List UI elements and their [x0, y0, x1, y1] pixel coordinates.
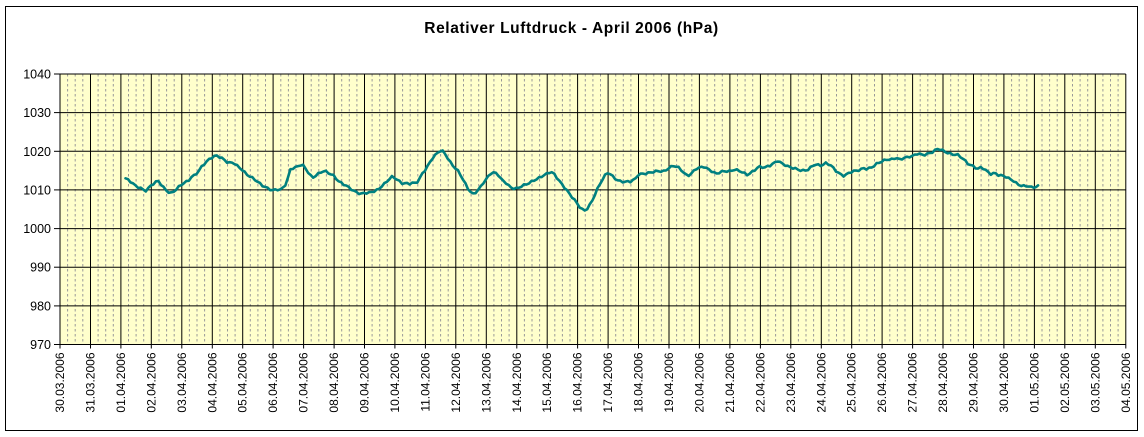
- svg-text:990: 990: [30, 261, 51, 275]
- svg-text:09.04.2006: 09.04.2006: [358, 352, 372, 412]
- svg-text:1030: 1030: [23, 106, 51, 120]
- svg-text:980: 980: [30, 299, 51, 313]
- svg-text:13.04.2006: 13.04.2006: [479, 352, 493, 412]
- svg-text:15.04.2006: 15.04.2006: [540, 352, 554, 412]
- svg-text:28.04.2006: 28.04.2006: [936, 352, 950, 412]
- svg-text:08.04.2006: 08.04.2006: [327, 352, 341, 412]
- svg-text:03.04.2006: 03.04.2006: [175, 352, 189, 412]
- svg-text:1010: 1010: [23, 183, 51, 197]
- svg-text:05.04.2006: 05.04.2006: [236, 352, 250, 412]
- svg-text:27.04.2006: 27.04.2006: [906, 352, 920, 412]
- svg-text:1040: 1040: [23, 68, 51, 82]
- svg-text:25.04.2006: 25.04.2006: [845, 352, 859, 412]
- pressure-series-line: [124, 147, 1040, 212]
- svg-text:30.03.2006: 30.03.2006: [53, 352, 67, 412]
- svg-text:11.04.2006: 11.04.2006: [418, 352, 432, 411]
- svg-text:03.05.2006: 03.05.2006: [1088, 352, 1102, 412]
- svg-text:19.04.2006: 19.04.2006: [662, 352, 676, 412]
- svg-text:970: 970: [30, 338, 51, 352]
- svg-text:22.04.2006: 22.04.2006: [753, 352, 767, 412]
- svg-text:12.04.2006: 12.04.2006: [449, 352, 463, 412]
- svg-text:06.04.2006: 06.04.2006: [266, 352, 280, 412]
- svg-text:1000: 1000: [23, 222, 51, 236]
- svg-text:02.04.2006: 02.04.2006: [144, 352, 158, 412]
- y-axis-labels: 970 980 990 1000 1010 1020 1030 1040: [23, 68, 51, 353]
- minor-gridlines: [67, 74, 1119, 345]
- svg-text:23.04.2006: 23.04.2006: [784, 352, 798, 412]
- svg-text:18.04.2006: 18.04.2006: [632, 352, 646, 412]
- svg-text:14.04.2006: 14.04.2006: [510, 352, 524, 412]
- svg-text:30.04.2006: 30.04.2006: [997, 352, 1011, 412]
- svg-text:1020: 1020: [23, 145, 51, 159]
- svg-text:31.03.2006: 31.03.2006: [84, 352, 98, 412]
- svg-text:26.04.2006: 26.04.2006: [875, 352, 889, 412]
- svg-text:20.04.2006: 20.04.2006: [692, 352, 706, 412]
- svg-text:01.05.2006: 01.05.2006: [1027, 352, 1041, 412]
- svg-text:01.04.2006: 01.04.2006: [114, 352, 128, 412]
- major-gridlines-vertical: [59, 74, 1127, 349]
- svg-text:04.05.2006: 04.05.2006: [1119, 352, 1133, 412]
- svg-text:07.04.2006: 07.04.2006: [297, 352, 311, 412]
- svg-text:04.04.2006: 04.04.2006: [205, 352, 219, 412]
- svg-text:02.05.2006: 02.05.2006: [1058, 352, 1072, 412]
- svg-text:21.04.2006: 21.04.2006: [723, 352, 737, 412]
- chart-title: Relativer Luftdruck - April 2006 (hPa): [424, 20, 719, 37]
- svg-text:17.04.2006: 17.04.2006: [601, 352, 615, 412]
- major-gridlines-horizontal: [54, 73, 1126, 345]
- svg-text:16.04.2006: 16.04.2006: [571, 352, 585, 412]
- svg-text:24.04.2006: 24.04.2006: [814, 352, 828, 412]
- svg-text:29.04.2006: 29.04.2006: [967, 352, 981, 412]
- svg-text:10.04.2006: 10.04.2006: [388, 352, 402, 412]
- x-axis-labels: 30.03.2006 31.03.2006 01.04.2006 02.04.2006…: [53, 352, 1133, 412]
